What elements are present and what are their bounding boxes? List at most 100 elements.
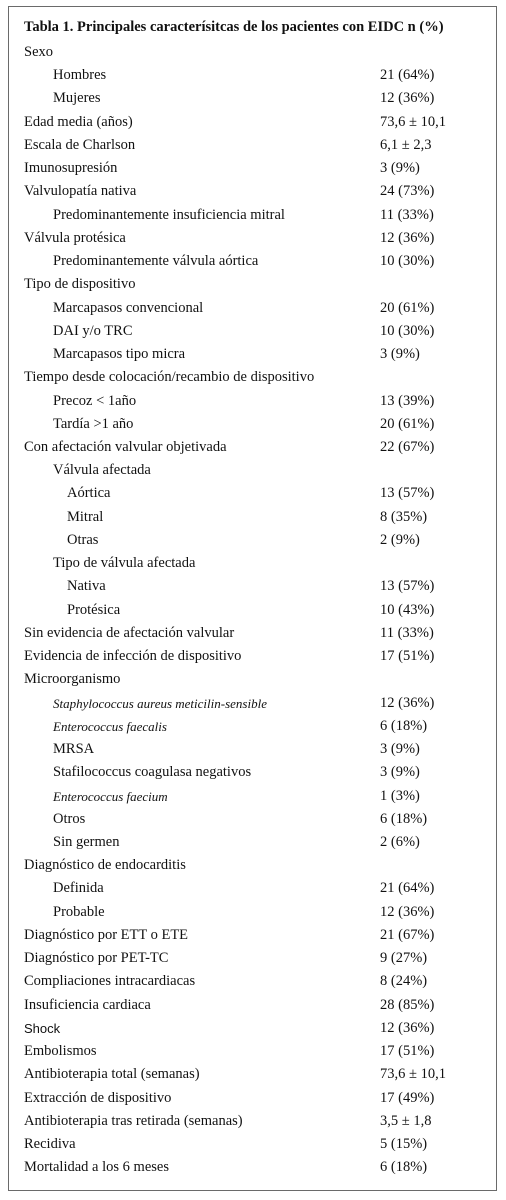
row-value: 20 (61%)	[380, 299, 435, 316]
row-label: Sin evidencia de afectación valvular	[24, 624, 235, 641]
row-label: DAI y/o TRC	[53, 322, 133, 339]
row-label: Aórtica	[67, 485, 111, 502]
row-label: Marcapasos convencional	[53, 299, 204, 316]
row-value: 21 (64%)	[380, 880, 435, 897]
row-label: Probable	[53, 903, 105, 920]
table-row: Staphylococcus aureus meticilin-sensible…	[0, 692, 506, 715]
row-value: 13 (57%)	[380, 485, 435, 502]
row-label: Mitral	[67, 508, 104, 525]
table-row: Evidencia de infección de dispositivo 17 …	[0, 645, 506, 668]
row-label: Extracción de dispositivo	[24, 1089, 172, 1106]
row-label: Evidencia de infección de dispositivo	[24, 648, 242, 665]
row-label: Enterococcus faecium	[53, 788, 168, 804]
row-label: Sin germen	[53, 833, 120, 850]
row-value: 3 (9%)	[380, 160, 420, 177]
row-label: Embolismos	[24, 1043, 97, 1060]
table-frame	[8, 6, 497, 1191]
table-row: Predominantemente insuficiencia mitral 11…	[0, 204, 506, 227]
row-label: Imunosupresión	[24, 160, 118, 177]
table-row: Predominantemente válvula aórtica 10 (30%…	[0, 250, 506, 273]
table-row: Sin evidencia de afectación valvular 11 (…	[0, 622, 506, 645]
table-body: Sexo Hombres 21 (64%) Mujeres 12 (36%) Edad m…	[0, 41, 506, 1179]
row-value: 17 (49%)	[380, 1089, 435, 1106]
row-label: Diagnóstico por PET-TC	[24, 950, 169, 967]
table-row: Shock 12 (36%)	[0, 1017, 506, 1040]
row-label: Nativa	[67, 578, 106, 595]
table-row: Valvulopatía nativa 24 (73%)	[0, 180, 506, 203]
row-value: 3 (9%)	[380, 346, 420, 363]
row-value: 22 (67%)	[380, 438, 435, 455]
row-value: 17 (51%)	[380, 648, 435, 665]
row-label: Tardía >1 año	[53, 415, 134, 432]
row-value: 2 (9%)	[380, 531, 420, 548]
row-label: Otras	[67, 531, 99, 548]
row-value: 1 (3%)	[380, 787, 420, 804]
row-label: Mortalidad a los 6 meses	[24, 1159, 169, 1176]
row-value: 12 (36%)	[380, 1019, 435, 1036]
table-row: Probable 12 (36%)	[0, 901, 506, 924]
row-value: 21 (64%)	[380, 67, 435, 84]
row-value: 8 (35%)	[380, 508, 428, 525]
row-value: 11 (33%)	[380, 206, 434, 223]
row-value: 8 (24%)	[380, 973, 428, 990]
table-row: Embolismos 17 (51%)	[0, 1040, 506, 1063]
table-row: Enterococcus faecalis 6 (18%)	[0, 715, 506, 738]
table-row: MRSA 3 (9%)	[0, 738, 506, 761]
table-row: Hombres 21 (64%)	[0, 64, 506, 87]
row-label: Tiempo desde colocación/recambio de disp…	[24, 369, 315, 386]
row-value: 6,1 ± 2,3	[380, 136, 432, 153]
table-row: Escala de Charlson 6,1 ± 2,3	[0, 134, 506, 157]
row-value: 6 (18%)	[380, 717, 428, 734]
table-row: Marcapasos tipo micra 3 (9%)	[0, 343, 506, 366]
table-row: Precoz < 1año 13 (39%)	[0, 390, 506, 413]
row-label: Recidiva	[24, 1136, 76, 1153]
row-label: Válvula protésica	[24, 229, 126, 246]
row-value: 6 (18%)	[380, 1159, 428, 1176]
row-label: Insuficiencia cardiaca	[24, 996, 151, 1013]
table-row: Compliaciones intracardiacas 8 (24%)	[0, 970, 506, 993]
row-value: 10 (30%)	[380, 322, 435, 339]
table-row: Diagnóstico por PET-TC 9 (27%)	[0, 947, 506, 970]
row-label: Stafilococcus coagulasa negativos	[53, 764, 252, 781]
row-label: Predominantemente válvula aórtica	[53, 253, 259, 270]
row-label: Predominantemente insuficiencia mitral	[53, 206, 285, 223]
row-label: Tipo de válvula afectada	[53, 555, 196, 572]
row-value: 2 (6%)	[380, 833, 420, 850]
table-row: Microorganismo	[0, 668, 506, 691]
table-row: Tiempo desde colocación/recambio de disp…	[0, 366, 506, 389]
row-value: 13 (39%)	[380, 392, 435, 409]
row-value: 3,5 ± 1,8	[380, 1112, 432, 1129]
row-value: 20 (61%)	[380, 415, 435, 432]
table-row: Otros 6 (18%)	[0, 808, 506, 831]
row-value: 6 (18%)	[380, 810, 428, 827]
row-label: Válvula afectada	[53, 462, 151, 479]
row-value: 12 (36%)	[380, 903, 435, 920]
table-row: Con afectación valvular objetivada 22 (67…	[0, 436, 506, 459]
table-row: Antibioterapia tras retirada (semanas) 3,…	[0, 1110, 506, 1133]
row-value: 5 (15%)	[380, 1136, 428, 1153]
table-row: Stafilococcus coagulasa negativos 3 (9%)	[0, 761, 506, 784]
table-row: Tardía >1 año 20 (61%)	[0, 413, 506, 436]
row-label: Valvulopatía nativa	[24, 183, 137, 200]
table-row: Diagnóstico por ETT o ETE 21 (67%)	[0, 924, 506, 947]
row-label: Hombres	[53, 67, 107, 84]
table-row: Marcapasos convencional 20 (61%)	[0, 297, 506, 320]
table-row: Tipo de dispositivo	[0, 273, 506, 296]
table-row: Sin germen 2 (6%)	[0, 831, 506, 854]
table-row: Extracción de dispositivo 17 (49%)	[0, 1087, 506, 1110]
row-label: Shock	[24, 1020, 61, 1036]
row-label: Definida	[53, 880, 104, 897]
table-row: Aórtica 13 (57%)	[0, 482, 506, 505]
table-row: Otras 2 (9%)	[0, 529, 506, 552]
row-label: Diagnóstico de endocarditis	[24, 857, 186, 874]
table-row: Mortalidad a los 6 meses 6 (18%)	[0, 1156, 506, 1179]
row-value: 3 (9%)	[380, 741, 420, 758]
row-label: Protésica	[67, 601, 121, 618]
row-value: 12 (36%)	[380, 229, 435, 246]
table-row: Sexo	[0, 41, 506, 64]
row-value: 21 (67%)	[380, 926, 435, 943]
row-label: Antibioterapia total (semanas)	[24, 1066, 200, 1083]
row-value: 28 (85%)	[380, 996, 435, 1013]
row-value: 73,6 ± 10,1	[380, 113, 446, 130]
row-label: Diagnóstico por ETT o ETE	[24, 926, 189, 943]
